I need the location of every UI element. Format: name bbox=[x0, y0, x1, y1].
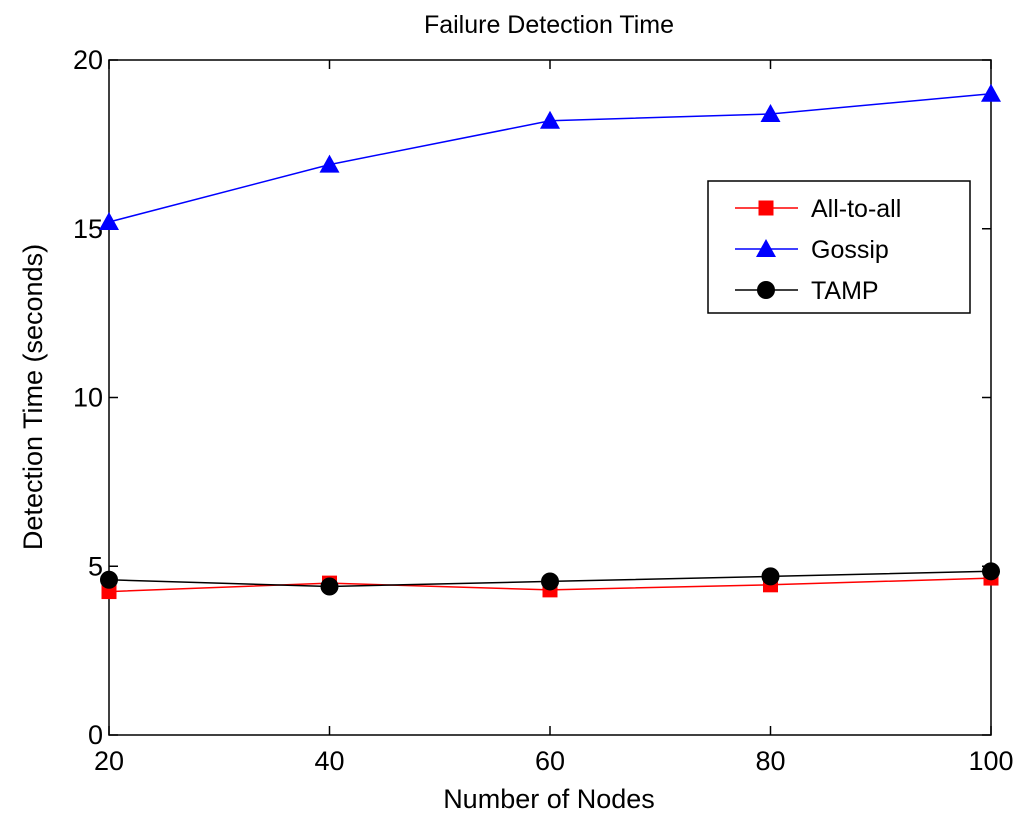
y-tick-label: 5 bbox=[88, 551, 103, 581]
series-tamp bbox=[100, 562, 1000, 596]
legend-item: All-to-all bbox=[735, 195, 901, 223]
legend-item: TAMP bbox=[735, 277, 879, 305]
series-gossip bbox=[99, 83, 1001, 230]
x-tick-label: 60 bbox=[535, 746, 565, 776]
x-tick-label: 100 bbox=[968, 746, 1013, 776]
series-layer bbox=[99, 83, 1001, 600]
data-point bbox=[540, 110, 560, 129]
legend-box bbox=[707, 180, 971, 314]
data-point bbox=[99, 212, 119, 230]
plot-area bbox=[108, 59, 992, 736]
data-point bbox=[761, 567, 780, 586]
y-tick-label: 20 bbox=[73, 45, 103, 75]
data-point bbox=[982, 562, 1000, 581]
x-axis-title: Number of Nodes bbox=[443, 784, 655, 814]
y-tick-label: 15 bbox=[73, 214, 103, 244]
legend-marker bbox=[756, 239, 776, 257]
x-axis: 20 40 60 80 100 bbox=[94, 60, 1014, 776]
x-tick-label: 20 bbox=[94, 746, 124, 776]
legend-marker bbox=[758, 200, 774, 216]
legend-label: TAMP bbox=[811, 277, 879, 305]
legend-marker bbox=[757, 281, 775, 299]
legend-label: All-to-all bbox=[811, 195, 901, 223]
legend: All-to-all Gossip TAMP bbox=[707, 180, 971, 314]
y-axis-title: Detection Time (seconds) bbox=[18, 244, 48, 550]
data-point bbox=[541, 572, 559, 591]
legend-item: Gossip bbox=[735, 236, 889, 264]
data-point bbox=[100, 570, 118, 589]
data-point bbox=[319, 154, 340, 173]
chart-title: Failure Detection Time bbox=[424, 11, 674, 39]
y-tick-label: 0 bbox=[88, 720, 103, 750]
data-point bbox=[320, 577, 339, 596]
legend-label: Gossip bbox=[811, 236, 889, 264]
x-tick-label: 40 bbox=[314, 746, 344, 776]
data-point bbox=[760, 104, 781, 122]
data-point bbox=[981, 83, 1001, 102]
y-tick-label: 10 bbox=[73, 383, 103, 413]
x-tick-label: 80 bbox=[755, 746, 785, 776]
